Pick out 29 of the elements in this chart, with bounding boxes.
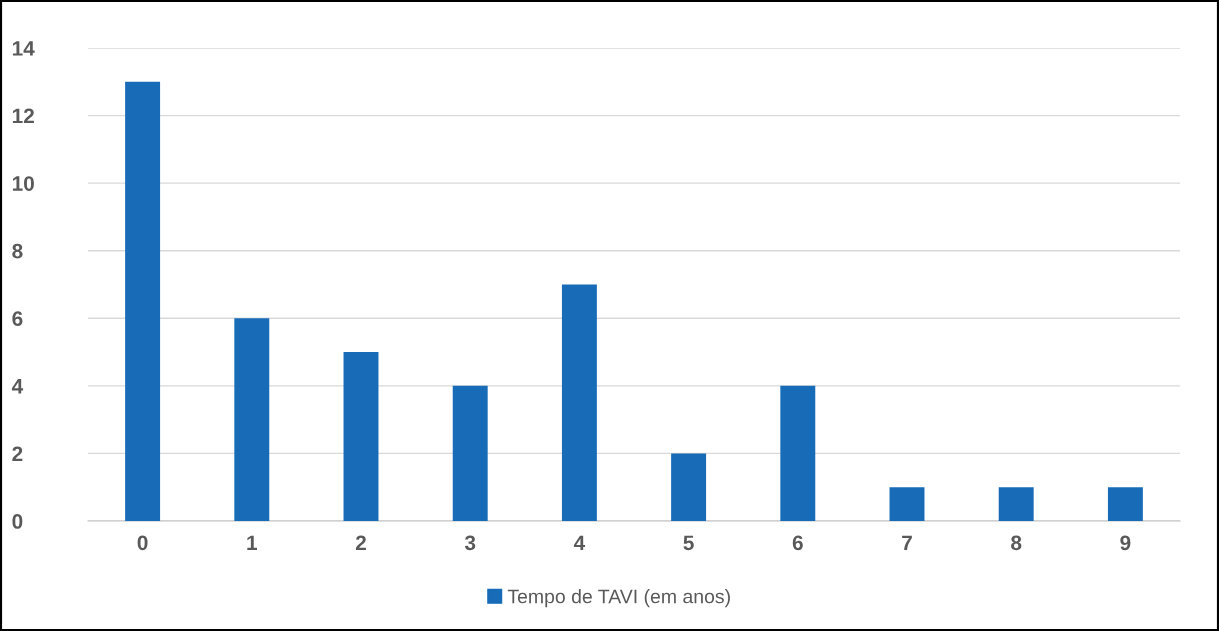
legend-label: Tempo de TAVI (em anos): [507, 589, 730, 608]
bar: [125, 81, 161, 521]
x-tick-label: 7: [902, 535, 912, 550]
y-tick-label: 14: [12, 41, 35, 56]
bar: [998, 487, 1034, 521]
x-tick-label: 0: [137, 535, 148, 551]
bar: [452, 385, 488, 521]
y-tick-label: 0: [12, 514, 23, 529]
bar: [780, 385, 816, 521]
bar: [234, 318, 270, 521]
y-tick-label: 6: [12, 311, 23, 327]
x-tick-label: 3: [464, 535, 476, 551]
x-tick-label: 5: [683, 535, 694, 551]
y-tick-label: 10: [12, 176, 34, 191]
x-tick-label: 6: [792, 535, 803, 551]
x-tick-label: 8: [1011, 535, 1022, 551]
y-tick-label: 2: [12, 446, 23, 461]
x-tick-label: 2: [355, 535, 366, 550]
x-tick-label: 4: [573, 535, 586, 550]
bar: [671, 453, 707, 521]
y-tick-label: 12: [12, 108, 34, 124]
x-tick-label: 1: [247, 535, 258, 550]
y-tick-label: 4: [11, 379, 24, 394]
x-tick-label: 9: [1120, 535, 1131, 551]
bar: [889, 487, 925, 521]
bar: [343, 352, 379, 521]
bar: [561, 284, 597, 521]
y-tick-label: 8: [12, 243, 23, 259]
bar: [1107, 487, 1143, 521]
